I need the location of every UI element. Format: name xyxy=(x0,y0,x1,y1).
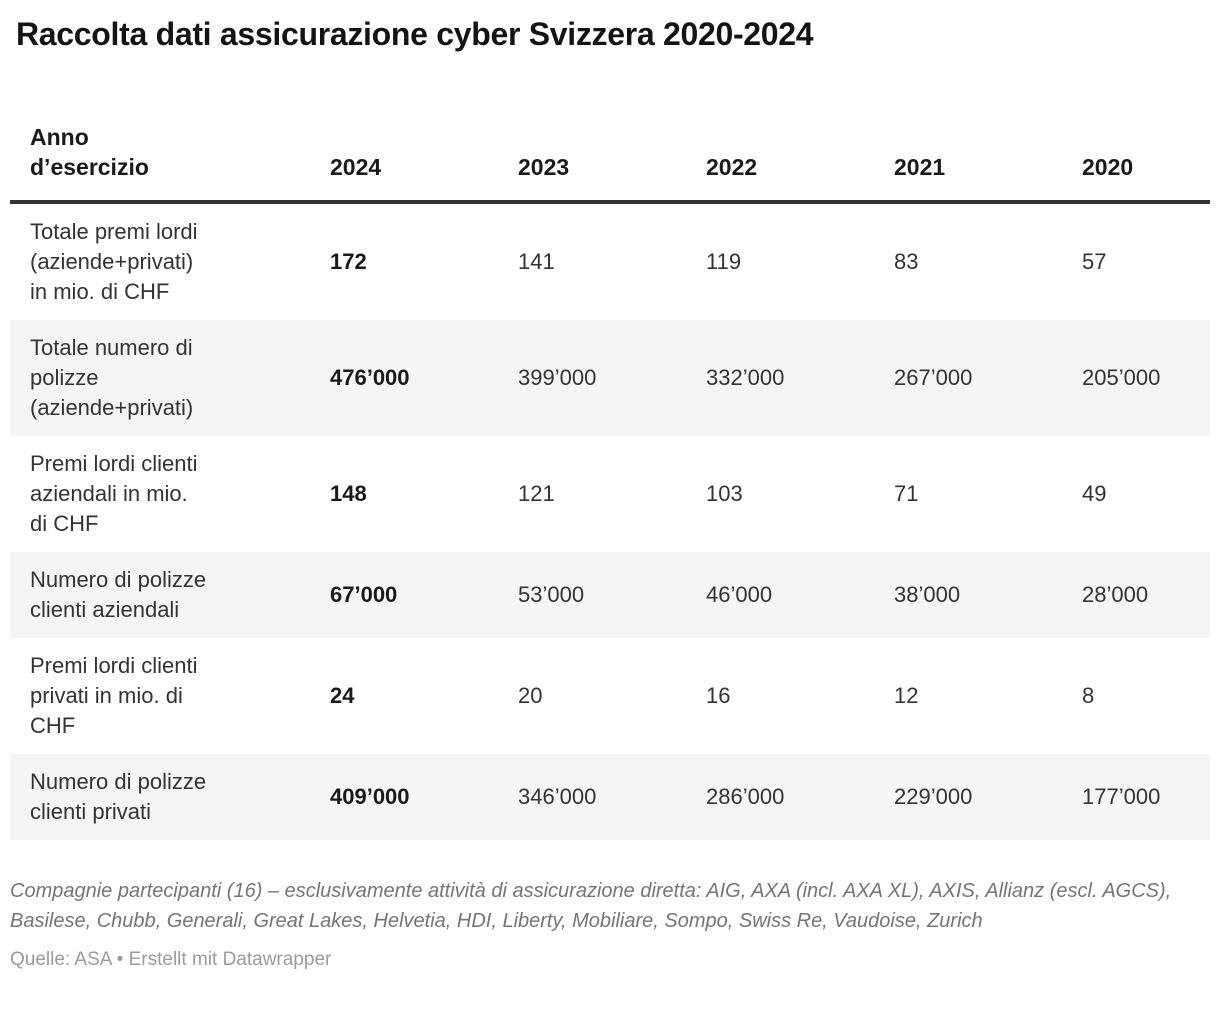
cell-value: 177’000 xyxy=(1082,784,1161,809)
row-label: Totale premi lordi (aziende+privati) in … xyxy=(30,219,198,304)
cell-value: 409’000 xyxy=(330,784,410,809)
header-year-2023: 2023 xyxy=(508,110,696,204)
cell-value: 172 xyxy=(330,249,367,274)
cell-value: 83 xyxy=(894,249,919,274)
cell-value: 119 xyxy=(706,249,742,274)
cell-value: 346’000 xyxy=(518,784,597,809)
cell-value: 267’000 xyxy=(894,365,973,390)
data-table: Anno d’esercizio 2024 2023 2022 2021 202… xyxy=(10,110,1210,840)
cell-value: 67’000 xyxy=(330,582,398,607)
cell-value: 53’000 xyxy=(518,582,585,607)
cell-value: 8 xyxy=(1082,683,1095,708)
cell-value: 12 xyxy=(894,683,919,708)
header-year-2020: 2020 xyxy=(1072,110,1210,204)
table-row: Premi lordi clienti aziendali in mio. di… xyxy=(10,436,1210,552)
cell-value: 229’000 xyxy=(894,784,973,809)
cell-value: 20 xyxy=(518,683,543,708)
source-attribution: Quelle: ASA • Erstellt mit Datawrapper xyxy=(10,949,332,970)
row-label: Premi lordi clienti aziendali in mio. di… xyxy=(30,451,198,536)
table-row: Numero di polizze clienti privati 409’00… xyxy=(10,754,1210,840)
table-header-row: Anno d’esercizio 2024 2023 2022 2021 202… xyxy=(10,110,1210,204)
header-year-2024: 2024 xyxy=(320,110,508,204)
cell-value: 399’000 xyxy=(518,365,597,390)
cell-value: 49 xyxy=(1082,481,1107,506)
cell-value: 205’000 xyxy=(1082,365,1161,390)
row-label: Numero di polizze clienti privati xyxy=(30,769,207,824)
row-label: Totale numero di polizze (aziende+privat… xyxy=(30,335,194,420)
cell-value: 332’000 xyxy=(706,365,785,390)
table-row: Totale premi lordi (aziende+privati) in … xyxy=(10,202,1210,320)
cell-value: 57 xyxy=(1082,249,1107,274)
table-row: Totale numero di polizze (aziende+privat… xyxy=(10,320,1210,436)
cell-value: 71 xyxy=(894,481,919,506)
header-year-2022: 2022 xyxy=(696,110,884,204)
cell-value: 38’000 xyxy=(894,582,961,607)
cell-value: 16 xyxy=(706,683,731,708)
cell-value: 46’000 xyxy=(706,582,773,607)
header-row-label: Anno d’esercizio xyxy=(10,110,320,204)
header-year-2021: 2021 xyxy=(884,110,1072,204)
cell-value: 24 xyxy=(330,683,355,708)
table-row: Premi lordi clienti privati in mio. di C… xyxy=(10,638,1210,754)
cell-value: 476’000 xyxy=(330,365,410,390)
cell-value: 28’000 xyxy=(1082,582,1149,607)
cell-value: 121 xyxy=(518,481,555,506)
cell-value: 148 xyxy=(330,481,367,506)
table-row: Numero di polizze clienti aziendali 67’0… xyxy=(10,552,1210,638)
row-label: Premi lordi clienti privati in mio. di C… xyxy=(30,653,198,738)
cell-value: 141 xyxy=(518,249,555,274)
cell-value: 286’000 xyxy=(706,784,785,809)
cell-value: 103 xyxy=(706,481,743,506)
participants-footnote: Compagnie partecipanti (16) – esclusivam… xyxy=(10,880,1172,932)
page-title: Raccolta dati assicurazione cyber Svizze… xyxy=(16,16,814,52)
row-label: Numero di polizze clienti aziendali xyxy=(30,567,207,622)
